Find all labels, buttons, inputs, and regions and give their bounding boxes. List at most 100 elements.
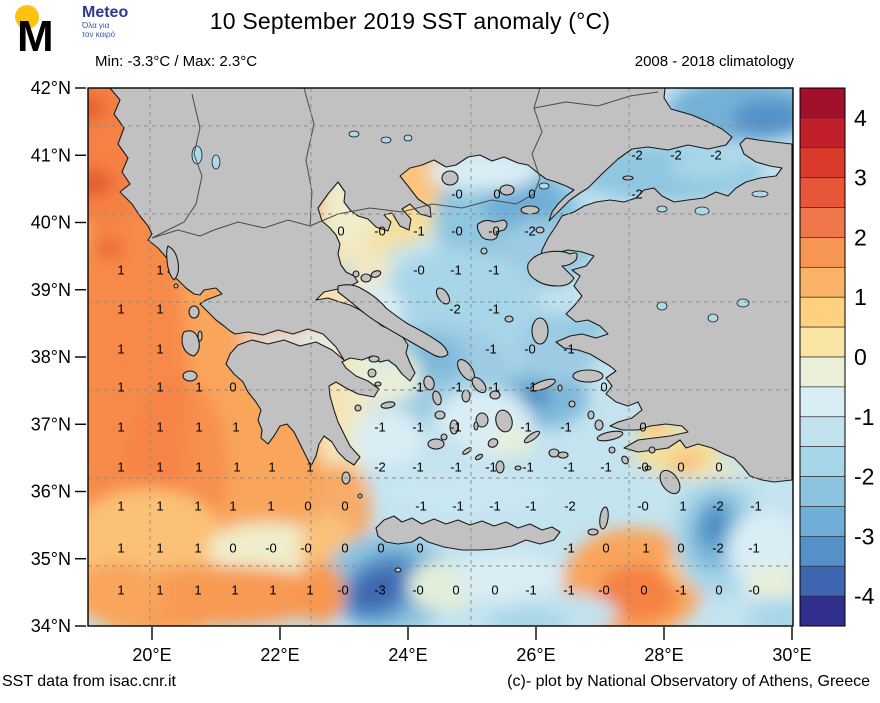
meteo-logo: M Meteo Όλα για τον καιρό bbox=[12, 4, 128, 54]
colorbar: 4 3 2 1 0 -1 -2 -3 -4 bbox=[799, 87, 875, 627]
grid-value: 1 bbox=[117, 541, 124, 556]
grid-value: 1 bbox=[156, 263, 163, 278]
grid-value: -0 bbox=[524, 342, 536, 357]
lat-tick-label: 39°N bbox=[31, 280, 71, 300]
grid-value: 1 bbox=[156, 302, 163, 317]
grid-value: -2 bbox=[631, 148, 643, 163]
grid-value: -0 bbox=[265, 541, 277, 556]
grid-value: -0 bbox=[451, 224, 463, 239]
grid-value: 0 bbox=[600, 380, 607, 395]
colorbar-segment bbox=[799, 177, 846, 208]
grid-value: 0 bbox=[304, 499, 311, 514]
colorbar-tick-label: 2 bbox=[854, 224, 867, 250]
colorbar-tick-label: -2 bbox=[854, 464, 874, 490]
grid-value: -0 bbox=[300, 541, 312, 556]
grid-value: -1 bbox=[525, 499, 537, 514]
lakes bbox=[191, 130, 769, 323]
island-lesbos bbox=[527, 250, 578, 287]
islands-small bbox=[173, 170, 681, 573]
grid-value: 1 bbox=[267, 499, 274, 514]
grid-value: 1 bbox=[195, 380, 202, 395]
logo-m-icon: M bbox=[17, 12, 54, 54]
colorbar-segment bbox=[799, 356, 846, 388]
colorbar-segment bbox=[799, 416, 846, 448]
grid-value: 0 bbox=[602, 541, 609, 556]
grid-value: 0 bbox=[715, 583, 722, 598]
grid-value: -1 bbox=[413, 224, 425, 239]
grid-value: 0 bbox=[341, 541, 348, 556]
grid-value: 1 bbox=[156, 342, 163, 357]
lon-tick-label: 30°E bbox=[772, 645, 811, 665]
grid-value: -1 bbox=[488, 302, 500, 317]
grid-value: 1 bbox=[117, 380, 124, 395]
grid-value: -1 bbox=[412, 420, 424, 435]
logo-sun-icon bbox=[15, 5, 39, 29]
grid-value: 0 bbox=[341, 499, 348, 514]
grid-value: -1 bbox=[748, 541, 760, 556]
grid-value: 1 bbox=[117, 342, 124, 357]
grid-value: 0 bbox=[229, 541, 236, 556]
grid-value: -0 bbox=[637, 499, 649, 514]
grid-value: 0 bbox=[493, 187, 500, 202]
grid-value: -3 bbox=[374, 583, 386, 598]
grid-value: -0 bbox=[598, 583, 610, 598]
logo-tagline-2: τον καιρό bbox=[82, 30, 116, 39]
colorbar-segment bbox=[799, 296, 846, 328]
lat-tick-label: 42°N bbox=[31, 78, 71, 98]
colorbar-segment bbox=[799, 506, 846, 537]
grid-value: -0 bbox=[451, 187, 463, 202]
lat-tick-label: 34°N bbox=[31, 616, 71, 636]
grid-value: -1 bbox=[415, 499, 427, 514]
lon-tick-label: 24°E bbox=[388, 645, 427, 665]
grid-value: 0 bbox=[491, 583, 498, 598]
grid-value: -0 bbox=[374, 224, 386, 239]
colorbar-segment bbox=[799, 326, 846, 358]
grid-value: -1 bbox=[374, 420, 386, 435]
lon-tick-label: 20°E bbox=[132, 645, 171, 665]
map-frame bbox=[87, 87, 794, 627]
grid-value: 1 bbox=[194, 499, 201, 514]
colorbar-tick-label: 0 bbox=[854, 344, 867, 370]
grid-value: -1 bbox=[525, 583, 537, 598]
grid-value: -0 bbox=[748, 583, 760, 598]
lat-tick-label: 38°N bbox=[31, 347, 71, 367]
grid-value: 1 bbox=[117, 583, 124, 598]
grid-value: 1 bbox=[117, 420, 124, 435]
grid-value: -0 bbox=[637, 460, 649, 475]
grid-value: -1 bbox=[412, 380, 424, 395]
grid-value: -2 bbox=[670, 148, 682, 163]
grid-value: -1 bbox=[563, 541, 575, 556]
page-title: 10 September 2019 SST anomaly (°C) bbox=[209, 8, 611, 34]
grid-value: -2 bbox=[449, 302, 461, 317]
grid-value: 1 bbox=[117, 460, 124, 475]
grid-value: 1 bbox=[156, 541, 163, 556]
island-limnos bbox=[476, 219, 508, 241]
grid-value: -1 bbox=[485, 342, 497, 357]
graticule bbox=[88, 88, 793, 626]
grid-value: 0 bbox=[640, 583, 647, 598]
grid-value: 1 bbox=[229, 499, 236, 514]
grid-value: 0 bbox=[377, 541, 384, 556]
grid-value: 0 bbox=[452, 583, 459, 598]
island-evia bbox=[337, 284, 449, 358]
land-balkans-greece bbox=[109, 88, 733, 467]
grid-value: -2 bbox=[631, 187, 643, 202]
colorbar-segment bbox=[799, 446, 846, 477]
colorbar-segment bbox=[799, 565, 846, 597]
grid-value: 1 bbox=[156, 460, 163, 475]
grid-value: 1 bbox=[195, 460, 202, 475]
colorbar-segment bbox=[799, 386, 846, 418]
plot-credit: (c)- plot by National Observatory of Ath… bbox=[507, 673, 870, 690]
colorbar-tick-label: -4 bbox=[854, 583, 875, 609]
grid-value: -2 bbox=[564, 499, 576, 514]
land-masses bbox=[109, 88, 793, 573]
lon-tick-label: 26°E bbox=[516, 645, 555, 665]
grid-value: 1 bbox=[231, 583, 238, 598]
logo-brand: Meteo bbox=[82, 4, 129, 21]
logo-tagline-1: Όλα για bbox=[82, 21, 110, 30]
grid-value: 1 bbox=[233, 460, 240, 475]
colorbar-segment bbox=[799, 147, 846, 179]
map-plot-area: -2 -2 -2 -0 0 0 -2 0 -0 -1 -0 -0 -2 1 1 -0 -1 -1 1 1 -2 -1 1 1 -… bbox=[87, 87, 794, 627]
grid-value: 1 bbox=[156, 499, 163, 514]
